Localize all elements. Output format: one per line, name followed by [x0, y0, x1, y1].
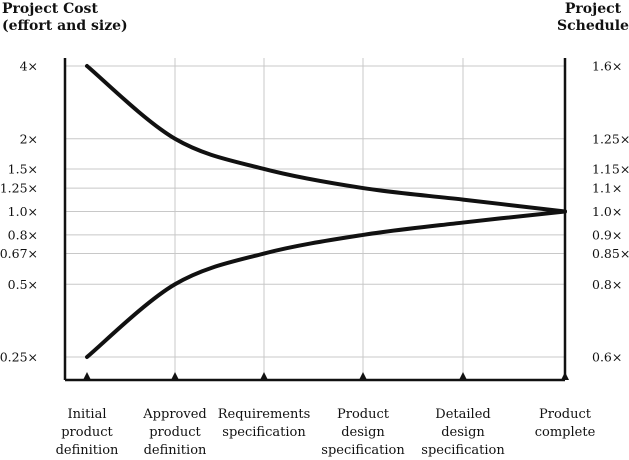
- milestone-marker: [459, 372, 467, 380]
- x-category-label: design: [441, 425, 485, 440]
- x-category-label: Product: [337, 407, 390, 422]
- milestone-marker: [359, 372, 367, 380]
- x-category-label: definition: [144, 443, 207, 458]
- x-category-label: specification: [421, 443, 505, 458]
- x-category-label: specification: [321, 443, 405, 458]
- x-category-label: Detailed: [435, 407, 490, 422]
- milestone-marker: [171, 372, 179, 380]
- x-category-label: product: [149, 425, 201, 440]
- x-category-label: complete: [535, 425, 596, 440]
- left-tick-label: 1.0×: [8, 204, 38, 219]
- left-tick-label: 0.25×: [0, 350, 38, 365]
- x-category-label: product: [61, 425, 113, 440]
- right-tick-label: 1.6×: [592, 59, 622, 74]
- right-tick-label: 0.85×: [592, 246, 629, 261]
- x-category-label: Product: [539, 407, 592, 422]
- left-axis-title-line-1: Project Cost: [2, 1, 98, 17]
- right-tick-label: 1.0×: [592, 204, 622, 219]
- right-tick-label: 0.9×: [592, 227, 622, 242]
- left-tick-label: 4×: [20, 59, 38, 74]
- right-tick-label: 1.15×: [592, 161, 629, 176]
- x-category-label: Approved: [142, 407, 206, 422]
- lower-uncertainty-curve: [85, 209, 567, 359]
- left-tick-label: 2×: [20, 131, 38, 146]
- milestone-marker: [83, 372, 91, 380]
- right-tick-label: 0.8×: [592, 277, 622, 292]
- left-tick-label: 1.25×: [0, 181, 38, 196]
- left-tick-label: 0.67×: [0, 246, 38, 261]
- left-tick-label: 1.5×: [8, 161, 38, 176]
- upper-uncertainty-curve: [85, 64, 567, 214]
- x-category-label: Requirements: [218, 407, 311, 422]
- milestone-marker: [561, 372, 569, 380]
- right-tick-label: 1.1×: [592, 181, 622, 196]
- x-category-label: definition: [56, 443, 119, 458]
- left-tick-label: 0.5×: [8, 277, 38, 292]
- right-axis-title-line-2: Schedule: [557, 18, 629, 34]
- x-category-label: design: [341, 425, 385, 440]
- right-axis-title-line-1: Project: [565, 1, 622, 17]
- right-tick-label: 1.25×: [592, 131, 629, 146]
- left-tick-label: 0.8×: [8, 227, 38, 242]
- x-category-label: specification: [222, 425, 306, 440]
- right-tick-label: 0.6×: [592, 350, 622, 365]
- left-axis-title-line-2: (effort and size): [2, 18, 128, 34]
- milestone-marker: [260, 372, 268, 380]
- x-category-label: Initial: [68, 407, 107, 422]
